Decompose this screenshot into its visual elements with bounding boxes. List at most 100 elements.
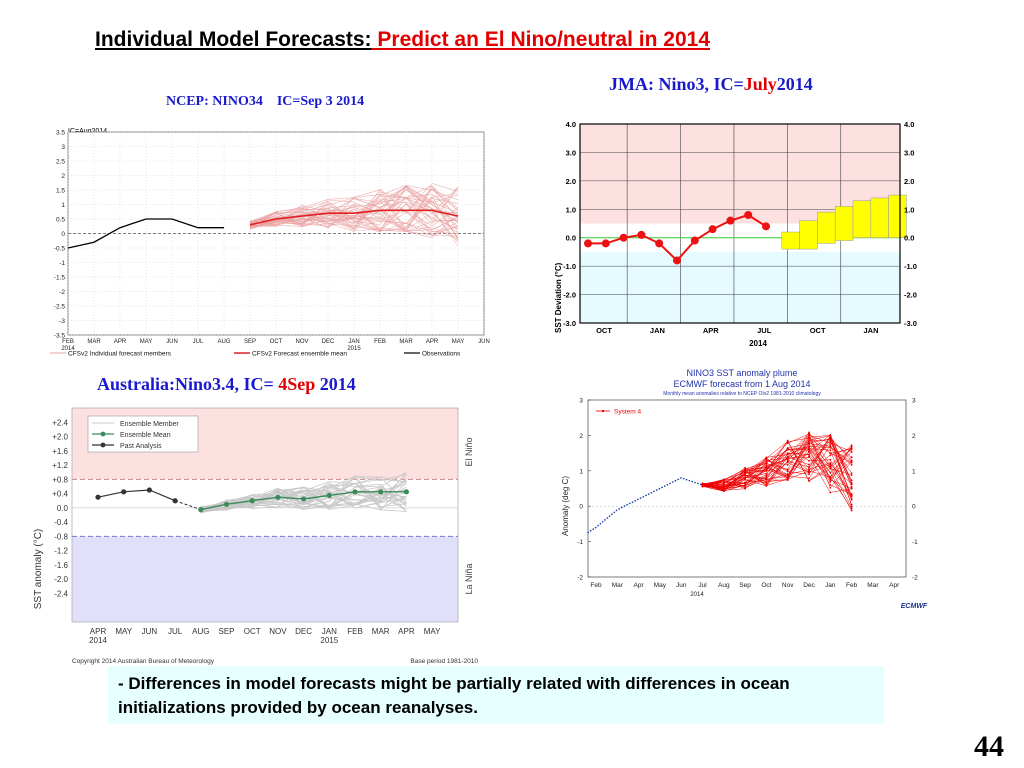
ecmwf-member-point	[786, 473, 789, 476]
ecmwf-member-point	[744, 481, 746, 484]
ncep-xtick-label: MAY	[140, 339, 153, 345]
ecmwf-member-point	[765, 462, 768, 464]
bom-mean-point	[352, 489, 358, 495]
ncep-mean-line	[249, 209, 459, 226]
ecmwf-member-point	[786, 452, 789, 455]
jma-xtick-label: JAN	[864, 326, 879, 335]
ecmwf-member-point	[829, 444, 832, 446]
ncep-ytick-label: 0	[61, 231, 65, 238]
jma-year-label: 2014	[749, 339, 767, 348]
bom-past-point	[121, 489, 127, 495]
ecmwf-member-point	[850, 503, 853, 506]
ncep-member-line	[249, 186, 459, 227]
bom-legend-mean-marker	[100, 431, 106, 437]
ecmwf-member-point	[850, 460, 853, 463]
ncep-xtick-label: FEB	[62, 339, 74, 345]
elnino-label: El Niño	[464, 437, 474, 466]
bom-past-point	[95, 494, 101, 500]
bom-mean-point	[378, 489, 384, 495]
ecmwf-member-point	[808, 470, 810, 473]
bom-mean-point	[326, 492, 332, 498]
ecmwf-member-point	[808, 459, 810, 462]
slide-title-red: Predict an El Nino/neutral in 2014	[371, 28, 710, 51]
ecmwf-member-point	[808, 477, 810, 480]
ecmwf-observed-line	[587, 477, 703, 534]
bom-ytick-label: -2.0	[54, 575, 68, 584]
bom-mean-point	[249, 498, 255, 504]
ecmwf-member-point	[808, 447, 810, 450]
ecmwf-member-point	[808, 440, 810, 442]
ecmwf-xtick-label: Feb	[590, 582, 602, 589]
ecmwf-member-point	[808, 463, 810, 466]
ncep-member-line	[249, 184, 459, 232]
ecmwf-member-point	[722, 480, 725, 483]
ecmwf-member-point	[829, 484, 832, 486]
ecmwf-xtick-label: Sep	[739, 582, 751, 589]
ecmwf-member-point	[744, 471, 746, 474]
bom-base-period: Base period 1981-2010	[410, 658, 478, 665]
bom-member-line	[200, 486, 407, 510]
ncep-ytick-label: 3	[61, 144, 65, 151]
jma-xtick-label: APR	[703, 326, 719, 335]
ecmwf-member-point	[786, 479, 789, 481]
ecmwf-member-point	[829, 479, 832, 481]
note-box: - Differences in model forecasts might b…	[108, 666, 884, 724]
jma-ytick-label-right: -3.0	[904, 319, 917, 328]
ecmwf-member-point	[829, 491, 832, 494]
ncep-legend-mean-label: CFSv2 Forecast ensemble mean	[252, 351, 347, 358]
bom-member-line	[200, 485, 407, 510]
ecmwf-member-point	[765, 485, 768, 487]
ecmwf-member-point	[744, 478, 746, 481]
ecmwf-ytick-label-right: 0	[912, 504, 916, 511]
ncep-member-line	[249, 185, 459, 226]
ecmwf-member-point	[829, 476, 832, 478]
jma-observed-point	[673, 256, 681, 265]
bom-xtick-label: JAN	[322, 627, 337, 636]
jma-ytick-label-right: 1.0	[904, 205, 914, 214]
ncep-xtick-label: JUN	[166, 339, 178, 345]
ncep-chart: IC=Aug2014 3.5 3 2.5 2 1.5 1 0.5 0 -0.5 -1 -1.5 -2 -…	[50, 128, 490, 358]
bom-ytick-label: +1.6	[52, 447, 68, 456]
ecmwf-xtick-label: May	[654, 582, 667, 589]
ecmwf-member-line	[702, 435, 852, 485]
ncep-xtick-label: APR	[426, 339, 439, 345]
ecmwf-member-point	[829, 465, 832, 467]
ecmwf-member-point	[786, 457, 789, 460]
ecmwf-member-point	[786, 469, 789, 472]
ecmwf-member-line	[702, 442, 852, 497]
bom-xtick-label: MAY	[115, 627, 132, 636]
ecmwf-member-point	[744, 487, 746, 490]
bom-legend-member-label: Ensemble Member	[120, 421, 179, 428]
ecmwf-member-point	[701, 483, 704, 485]
jma-observed-point	[655, 239, 664, 248]
ecmwf-member-point	[829, 471, 832, 474]
ncep-ytick-label: -2.5	[54, 304, 66, 311]
ecmwf-member-line	[702, 439, 852, 499]
bom-ytick-label: +0.4	[52, 490, 68, 499]
ecmwf-member-point	[786, 442, 789, 445]
jma-xtick-label: JAN	[650, 326, 665, 335]
ecmwf-member-point	[829, 486, 832, 489]
ncep-ytick-label: 1.5	[56, 188, 65, 195]
ecmwf-member-point	[765, 459, 768, 461]
bom-year-label: 2014	[89, 636, 107, 645]
ecmwf-ylabel: Anomaly (deg C)	[561, 476, 570, 536]
ecmwf-member-point	[808, 443, 810, 446]
ecmwf-legend-label: System 4	[614, 409, 641, 416]
ecmwf-member-point	[850, 474, 853, 476]
ecmwf-member-point	[850, 509, 853, 512]
ecmwf-member-point	[829, 442, 832, 445]
ecmwf-member-point	[744, 482, 746, 485]
ncep-panel-title: NCEP: NINO34 IC=Sep 3 2014	[166, 94, 365, 109]
jma-ytick-label-right: 4.0	[904, 120, 914, 129]
ecmwf-xtick-label: Apr	[889, 582, 900, 589]
jma-xtick-label: JUL	[757, 326, 772, 335]
ecmwf-member-point	[808, 453, 810, 456]
bom-ytick-label: +1.2	[52, 461, 68, 470]
ecmwf-xtick-label: Apr	[634, 582, 645, 589]
ncep-year-label: 2014	[61, 346, 75, 352]
bom-xtick-label: OCT	[244, 627, 261, 636]
ecmwf-member-point	[786, 475, 789, 477]
ecmwf-subtitle: ECMWF forecast from 1 Aug 2014	[673, 379, 810, 389]
ncep-xtick-label: FEB	[374, 339, 386, 345]
